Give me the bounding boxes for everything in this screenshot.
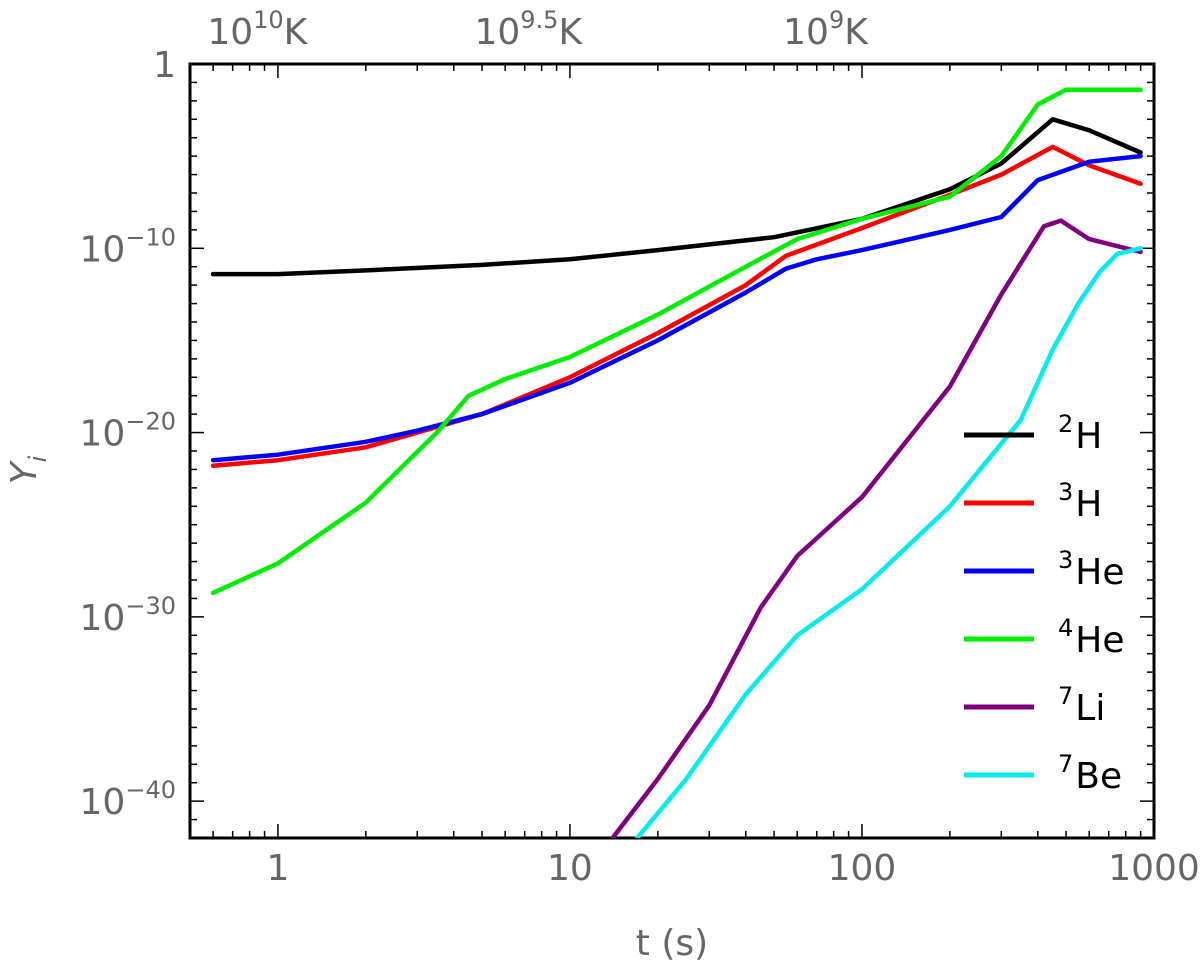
- legend-label-4He: 4He: [1058, 614, 1125, 661]
- ticks: [189, 63, 1154, 839]
- top-temperature-label: 109K: [783, 6, 869, 53]
- x-axis-title: t (s): [636, 923, 708, 964]
- y-axis-title: Yi: [4, 455, 52, 484]
- top-temperature-label: 109.5K: [474, 6, 583, 53]
- top-temperature-label: 1010K: [207, 6, 308, 53]
- x-tick-label: 1000: [1108, 848, 1200, 889]
- y-tick-label: 10−10: [80, 223, 176, 270]
- legend-label-7Li: 7Li: [1058, 682, 1105, 729]
- axis-labels: 1 10 100 1000 1 10−10 10−20 10−30 10−40 1010K 109.…: [4, 6, 1200, 964]
- legend-label-3H: 3H: [1058, 478, 1102, 525]
- y-tick-label: 10−40: [80, 776, 176, 823]
- x-tick-label: 1: [266, 848, 289, 889]
- y-tick-label: 10−20: [80, 408, 176, 455]
- x-tick-label: 10: [547, 848, 593, 889]
- series-line-4He: [210, 87, 1143, 596]
- x-tick-label: 100: [828, 848, 897, 889]
- series-line-2H: [210, 117, 1143, 277]
- series-lines: [210, 87, 1143, 838]
- series-line-3H: [210, 144, 1143, 468]
- series-line-7Li: [610, 218, 1143, 838]
- series-line-3He: [210, 153, 1143, 463]
- legend-label-3He: 3He: [1058, 546, 1125, 593]
- legend: 2H 3H 3He 4He 7Li 7Be: [964, 410, 1125, 797]
- series-line-7Be: [634, 246, 1143, 838]
- legend-label-2H: 2H: [1058, 410, 1102, 457]
- legend-label-7Be: 7Be: [1058, 750, 1122, 797]
- y-tick-label: 10−30: [80, 592, 176, 639]
- y-tick-label: 1: [153, 45, 176, 86]
